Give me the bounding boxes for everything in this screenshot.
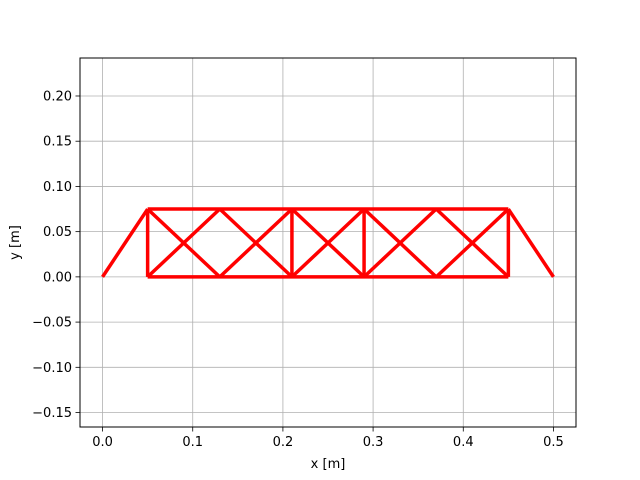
y-tick-label: 0.10 xyxy=(43,180,72,195)
x-axis-label: x [m] xyxy=(311,457,346,472)
y-tick-label: 0.20 xyxy=(43,89,72,104)
y-tick-label: −0.05 xyxy=(32,316,72,331)
y-tick-label: 0.05 xyxy=(43,225,72,240)
x-tick-label: 0.4 xyxy=(453,435,474,450)
x-tick-label: 0.3 xyxy=(363,435,384,450)
x-tick-label: 0.2 xyxy=(273,435,294,450)
x-tick-label: 0.0 xyxy=(92,435,113,450)
plot-frame xyxy=(79,57,577,428)
truss-member xyxy=(218,207,294,279)
truss-member xyxy=(290,207,366,279)
truss-member xyxy=(101,208,150,278)
y-tick-label: −0.10 xyxy=(32,361,72,376)
x-axis-ticks: 0.0 0.1 0.2 0.3 0.4 0.5 xyxy=(92,427,564,450)
y-tick-label: 0.00 xyxy=(43,270,72,285)
x-tick-label: 0.1 xyxy=(182,435,203,450)
truss-member xyxy=(362,207,438,279)
grid-lines xyxy=(80,58,576,427)
y-tick-label: 0.15 xyxy=(43,135,72,150)
truss-member xyxy=(506,208,555,278)
truss-member xyxy=(146,207,221,279)
truss-members xyxy=(101,207,555,279)
x-tick-label: 0.5 xyxy=(543,435,564,450)
y-axis-label: y [m] xyxy=(8,225,23,260)
truss-member xyxy=(435,207,510,279)
y-axis-ticks: −0.15 −0.10 −0.05 0.00 0.05 0.10 0.15 0.20 xyxy=(32,89,80,421)
y-tick-label: −0.15 xyxy=(32,406,72,421)
